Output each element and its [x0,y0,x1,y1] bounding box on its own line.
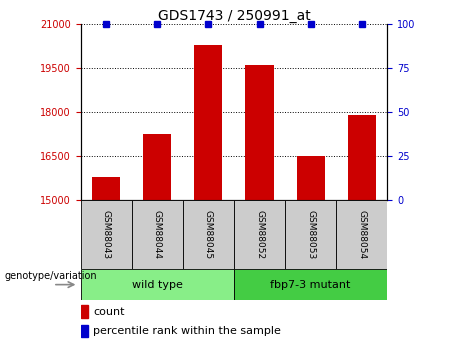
Text: fbp7-3 mutant: fbp7-3 mutant [271,280,351,289]
Bar [143,134,171,200]
Title: GDS1743 / 250991_at: GDS1743 / 250991_at [158,9,310,23]
Text: GSM88044: GSM88044 [153,210,162,259]
Text: GSM88045: GSM88045 [204,210,213,259]
Bar [336,200,387,269]
Bar [81,200,132,269]
Text: GSM88054: GSM88054 [357,210,366,259]
Text: wild type: wild type [132,280,183,289]
Bar [296,156,325,200]
Bar [92,177,120,200]
Bar [81,325,88,337]
Bar [195,45,223,200]
Text: percentile rank within the sample: percentile rank within the sample [93,326,281,336]
Bar [245,65,273,200]
Text: GSM88053: GSM88053 [306,210,315,259]
Bar [234,200,285,269]
Bar [285,200,336,269]
Text: GSM88043: GSM88043 [102,210,111,259]
Bar [183,200,234,269]
Bar [234,269,387,300]
Bar [81,269,234,300]
Bar [81,305,88,317]
Text: count: count [93,307,124,317]
Bar [132,200,183,269]
Bar [348,115,376,200]
Text: GSM88052: GSM88052 [255,210,264,259]
Text: genotype/variation: genotype/variation [5,271,97,281]
